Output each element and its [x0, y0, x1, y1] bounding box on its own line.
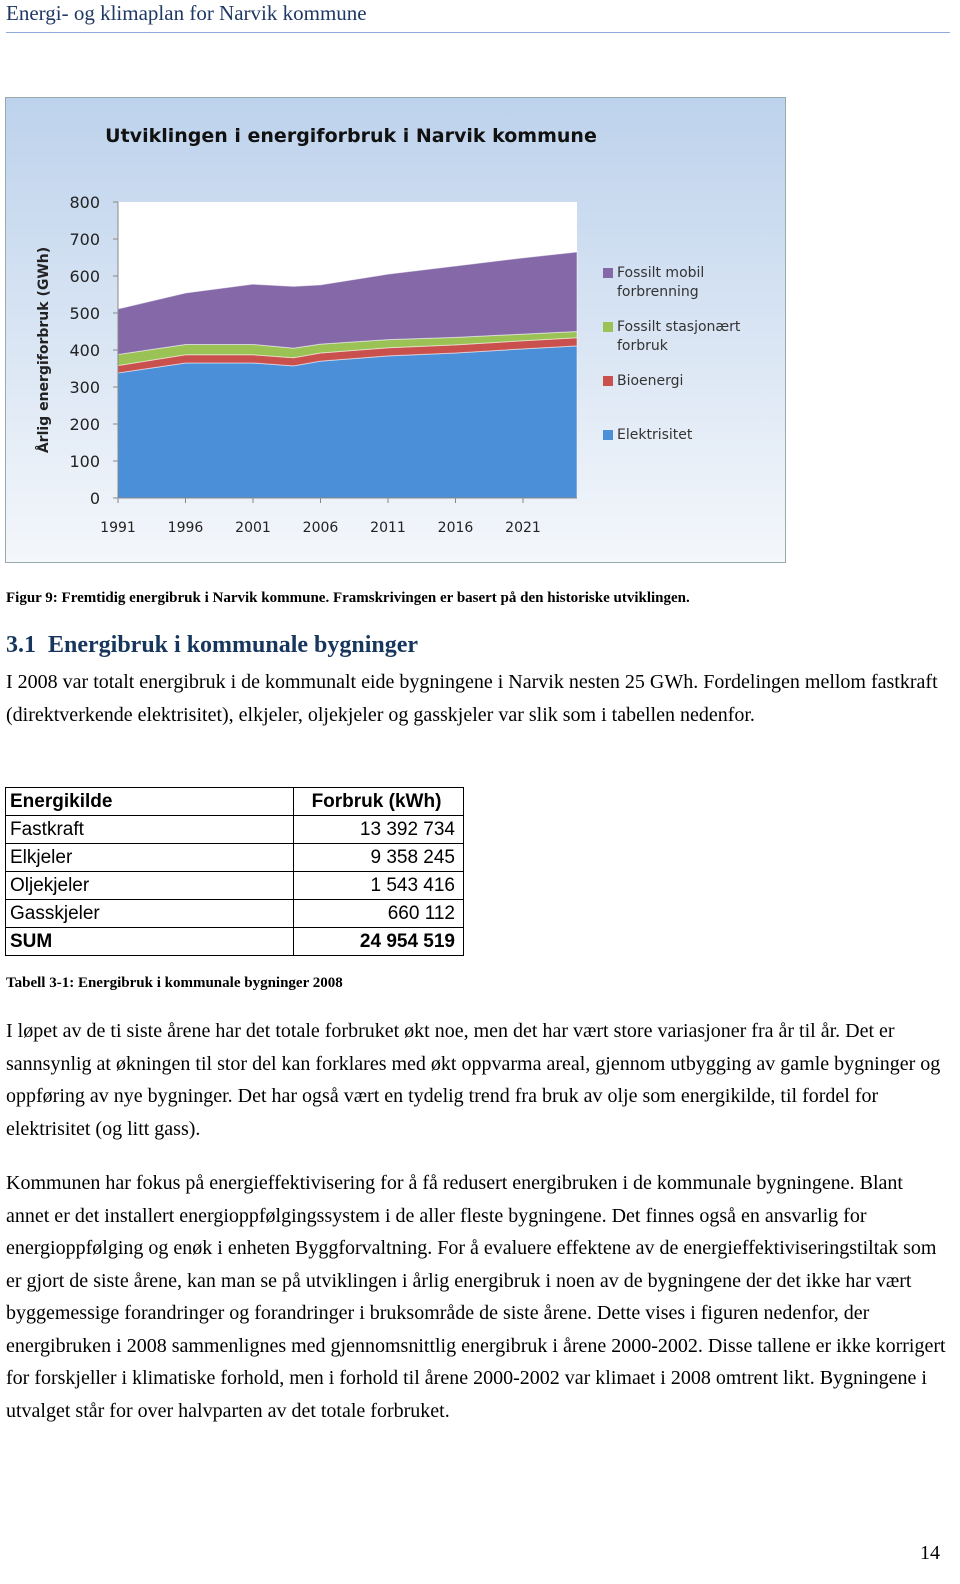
x-tick-label: 1996: [168, 520, 204, 536]
table-total: SUM 24 954 519: [5, 927, 464, 956]
y-axis-label: Årlig energiforbruk (GWh): [35, 247, 52, 453]
table-cell: Oljekjeler: [5, 871, 294, 900]
y-tick-label: 400: [69, 341, 100, 360]
table-cell: Fastkraft: [5, 815, 294, 844]
paragraph: I 2008 var totalt energibruk i de kommun…: [6, 671, 938, 726]
chart-title: Utviklingen i energiforbruk i Narvik kom…: [105, 125, 597, 147]
table-cell: Forbruk (kWh): [293, 787, 464, 816]
y-tick-label: 600: [69, 267, 100, 286]
page-number: 14: [920, 1542, 940, 1564]
paragraph: Kommunen har fokus på energieffektiviser…: [6, 1172, 946, 1422]
table-cell: 24 954 519: [293, 927, 464, 956]
table-cell: Energikilde: [5, 787, 294, 816]
x-tick-label: 2006: [303, 520, 339, 536]
table-header: Energikilde Forbruk (kWh): [5, 787, 464, 816]
table-row: Oljekjeler 1 543 416: [5, 871, 464, 900]
paragraph: I løpet av de ti siste årene har det tot…: [6, 1020, 941, 1140]
legend-entry: Fossilt mobil forbrenning: [603, 264, 767, 302]
header: Energi- og klimaplan for Narvik kommune: [6, 0, 950, 33]
section-number: 3.1: [6, 632, 36, 658]
table-row: Elkjeler 9 358 245: [5, 843, 464, 872]
section-title: Energibruk i kommunale bygninger: [48, 632, 419, 658]
chart: Utviklingen i energiforbruk i Narvik kom…: [35, 125, 597, 536]
legend-swatch: [603, 430, 613, 440]
table-cell: 13 392 734: [293, 815, 464, 844]
section-heading: 3.1 Energibruk i kommunale bygninger: [6, 632, 418, 659]
chart-frame: Utviklingen i energiforbruk i Narvik kom…: [5, 97, 786, 563]
table-row: Fastkraft 13 392 734: [5, 815, 464, 844]
legend-entry: Bioenergi: [603, 372, 767, 391]
legend-swatch: [603, 322, 613, 332]
table-caption: Tabell 3-1: Energibruk i kommunale bygni…: [6, 975, 343, 991]
table-cell: 660 112: [293, 899, 464, 928]
area: [117, 345, 578, 499]
y-tick-label: 700: [69, 230, 100, 249]
x-tick-label: 2011: [370, 520, 406, 536]
legend-swatch: [603, 268, 613, 278]
y-tick-label: 800: [69, 193, 100, 212]
legend-entry: Fossilt stasjonært forbruk: [603, 318, 767, 356]
y-tick-label: 300: [69, 378, 100, 397]
y-tick-label: 500: [69, 304, 100, 323]
legend-swatch: [603, 376, 613, 386]
table-cell: 1 543 416: [293, 871, 464, 900]
table-wrap: Energikilde Forbruk (kWh) Fastkraft 13 392 …: [5, 787, 464, 956]
y-tick-label: 0: [90, 489, 100, 508]
table-cell: SUM: [5, 927, 294, 956]
table-cell: Gasskjeler: [5, 899, 294, 928]
table-cell: 9 358 245: [293, 843, 464, 872]
table: Energikilde Forbruk (kWh) Fastkraft 13 392 …: [5, 787, 464, 956]
x-tick-label: 2001: [235, 520, 271, 536]
table-row: Gasskjeler 660 112: [5, 899, 464, 928]
y-tick-label: 200: [69, 415, 100, 434]
x-tick-label: 1991: [100, 520, 136, 536]
x-tick-label: 2021: [505, 520, 541, 536]
x-tick-label: 2016: [438, 520, 474, 536]
y-tick-label: 100: [69, 452, 100, 471]
area: [117, 251, 578, 356]
figure-caption: Figur 9: Fremtidig energibruk i Narvik k…: [6, 590, 690, 606]
legend-entry: Elektrisitet: [603, 426, 767, 445]
table-cell: Elkjeler: [5, 843, 294, 872]
